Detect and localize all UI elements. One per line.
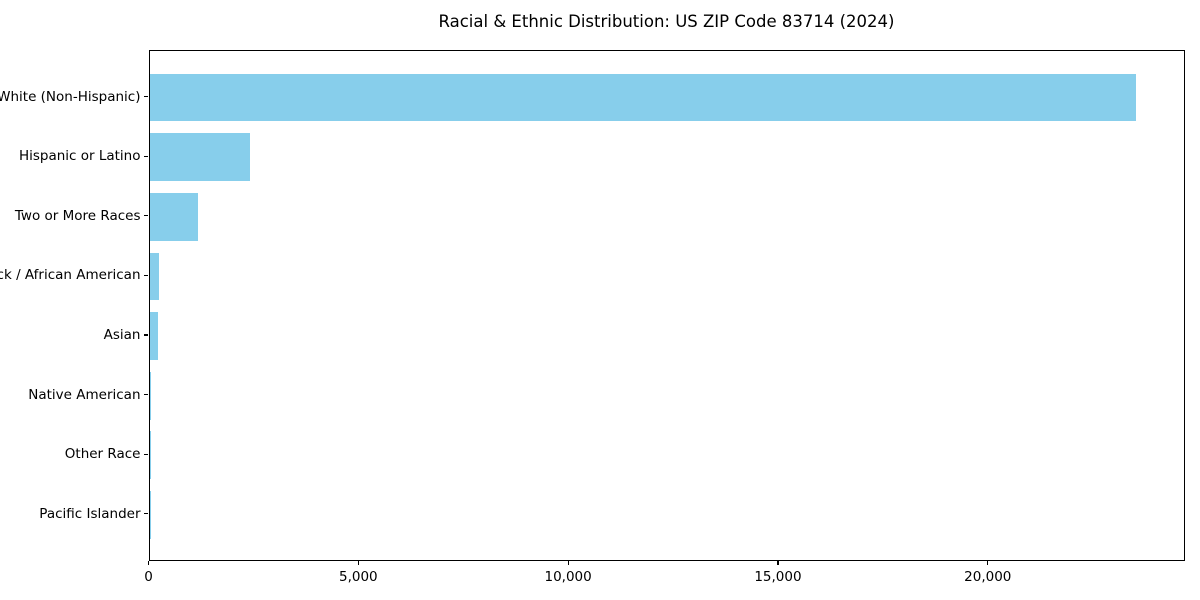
y-tick-label-pacific-islander: Pacific Islander	[39, 505, 141, 522]
y-tick-mark	[144, 513, 148, 515]
bar-native-american	[149, 371, 151, 420]
y-tick-mark	[144, 155, 148, 157]
y-tick-label-white-non-hispanic: White (Non-Hispanic)	[0, 88, 141, 105]
y-tick-mark	[144, 215, 148, 217]
x-tick-label-5000: 5,000	[338, 569, 378, 585]
bar-hispanic-or-latino	[149, 133, 251, 182]
y-tick-mark	[144, 334, 148, 336]
x-tick-label-15000: 15,000	[754, 569, 802, 585]
y-tick-label-native-american: Native American	[28, 386, 141, 403]
plot-area	[148, 49, 1185, 561]
y-tick-mark	[144, 453, 148, 455]
x-tick-mark	[987, 561, 989, 565]
chart-title: Racial & Ethnic Distribution: US ZIP Cod…	[438, 12, 895, 31]
y-tick-mark	[144, 274, 148, 277]
bar-other-race	[149, 431, 151, 480]
bar-asian	[149, 312, 158, 360]
bar-two-or-more-races	[149, 192, 198, 241]
x-tick-mark	[567, 561, 569, 565]
y-tick-label-two-or-more-races: Two or More Races	[14, 207, 141, 224]
x-tick-label-20000: 20,000	[964, 569, 1012, 585]
y-tick-label-other-race: Other Race	[64, 446, 141, 463]
y-tick-mark	[144, 394, 148, 396]
x-tick-label-0: 0	[144, 569, 153, 585]
y-tick-label-asian: Asian	[103, 327, 141, 344]
x-tick-label-10000: 10,000	[544, 569, 592, 585]
y-tick-mark	[144, 95, 148, 98]
x-tick-mark	[147, 561, 150, 565]
bar-white-non-hispanic	[149, 73, 1136, 122]
x-tick-mark	[357, 561, 359, 565]
y-tick-label-black-african-american: Black / African American	[0, 267, 141, 284]
bar-black-african-american	[149, 252, 159, 301]
x-tick-mark	[777, 561, 779, 565]
y-tick-label-hispanic-or-latino: Hispanic or Latino	[18, 148, 141, 165]
